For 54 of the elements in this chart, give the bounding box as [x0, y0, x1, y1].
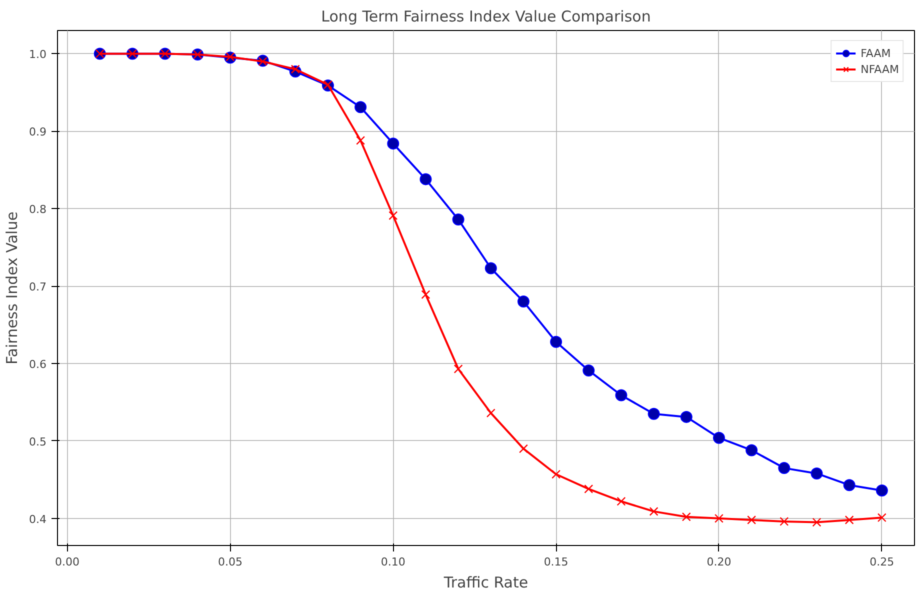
x-tick-label: 0.20 — [706, 556, 732, 568]
point — [680, 410, 692, 423]
point — [844, 515, 854, 524]
point — [812, 518, 822, 527]
point — [486, 408, 496, 418]
point — [582, 364, 595, 376]
point — [226, 52, 235, 62]
point — [780, 517, 789, 526]
point — [649, 506, 658, 516]
point — [421, 290, 430, 300]
y-tick-label: 0.6 — [29, 358, 47, 372]
point — [552, 470, 561, 479]
point — [420, 173, 432, 186]
point — [484, 262, 497, 274]
x-tick-label: 0.10 — [380, 556, 406, 568]
point — [648, 408, 660, 420]
point — [290, 64, 300, 74]
x-axis-title: Traffic Rate — [442, 574, 528, 592]
y-axis-title: Fairness Index Value — [3, 212, 22, 364]
point — [615, 389, 628, 402]
legend-label: NFAAM — [860, 62, 899, 77]
point — [714, 514, 724, 523]
chart-title: Long Term Fairness Index Value Comparison — [321, 8, 651, 26]
x-tick-label: 0.05 — [218, 556, 242, 568]
point — [876, 484, 888, 497]
legend-label: FAAM — [860, 46, 891, 61]
y-tick-label: 1.0 — [29, 48, 47, 62]
y-tick-label: 0.5 — [29, 435, 47, 448]
x-tick-label: 0.15 — [544, 556, 568, 568]
point — [354, 101, 367, 114]
point — [550, 336, 562, 348]
point — [712, 432, 725, 444]
point — [356, 136, 366, 145]
point — [843, 479, 856, 492]
point — [877, 513, 886, 522]
point — [778, 462, 790, 474]
point — [518, 444, 528, 454]
x-tick-label: 0.00 — [55, 556, 80, 568]
y-tick-label: 0.7 — [29, 280, 47, 294]
point — [810, 467, 823, 480]
point — [682, 512, 691, 522]
point — [746, 444, 758, 456]
point — [387, 138, 400, 150]
y-tick-label: 0.8 — [29, 203, 47, 216]
point — [584, 484, 594, 494]
point — [388, 211, 398, 220]
x-tick-label: 0.25 — [870, 556, 894, 568]
point — [616, 496, 626, 506]
point — [454, 364, 463, 374]
point — [517, 296, 530, 308]
point — [452, 213, 464, 226]
y-tick-label: 0.9 — [29, 126, 47, 139]
y-tick-label: 0.4 — [29, 512, 47, 526]
point — [747, 515, 756, 524]
